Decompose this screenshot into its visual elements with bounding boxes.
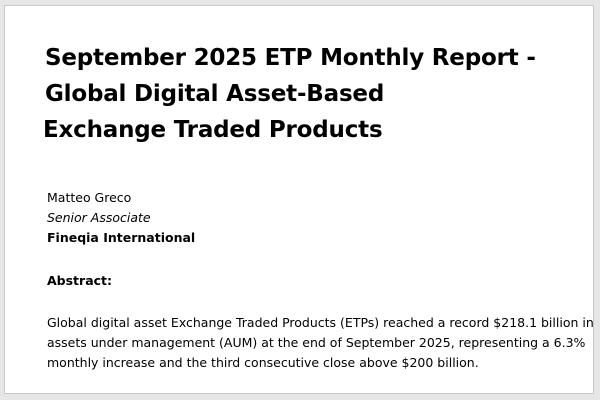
author-name: Matteo Greco [47, 190, 132, 205]
abstract-line-1: Global digital asset Exchange Traded Pro… [47, 315, 594, 330]
report-title-line-1: September 2025 ETP Monthly Report - [45, 45, 536, 71]
abstract-heading: Abstract: [47, 273, 113, 288]
author-block: Matteo Greco Senior Associate Fineqia In… [47, 188, 195, 248]
abstract-line-3: monthly increase and the third consecuti… [47, 355, 479, 370]
abstract-text: Global digital asset Exchange Traded Pro… [47, 313, 594, 373]
document-page: September 2025 ETP Monthly Report - Glob… [4, 5, 594, 394]
abstract-line-2: assets under management (AUM) at the end… [47, 335, 586, 350]
report-title-line-2: Global Digital Asset-Based [45, 81, 385, 107]
author-organization: Fineqia International [47, 230, 196, 245]
report-title: September 2025 ETP Monthly Report - Glob… [43, 40, 585, 148]
author-role: Senior Associate [47, 210, 151, 225]
report-title-line-3: Exchange Traded Products [43, 117, 383, 143]
